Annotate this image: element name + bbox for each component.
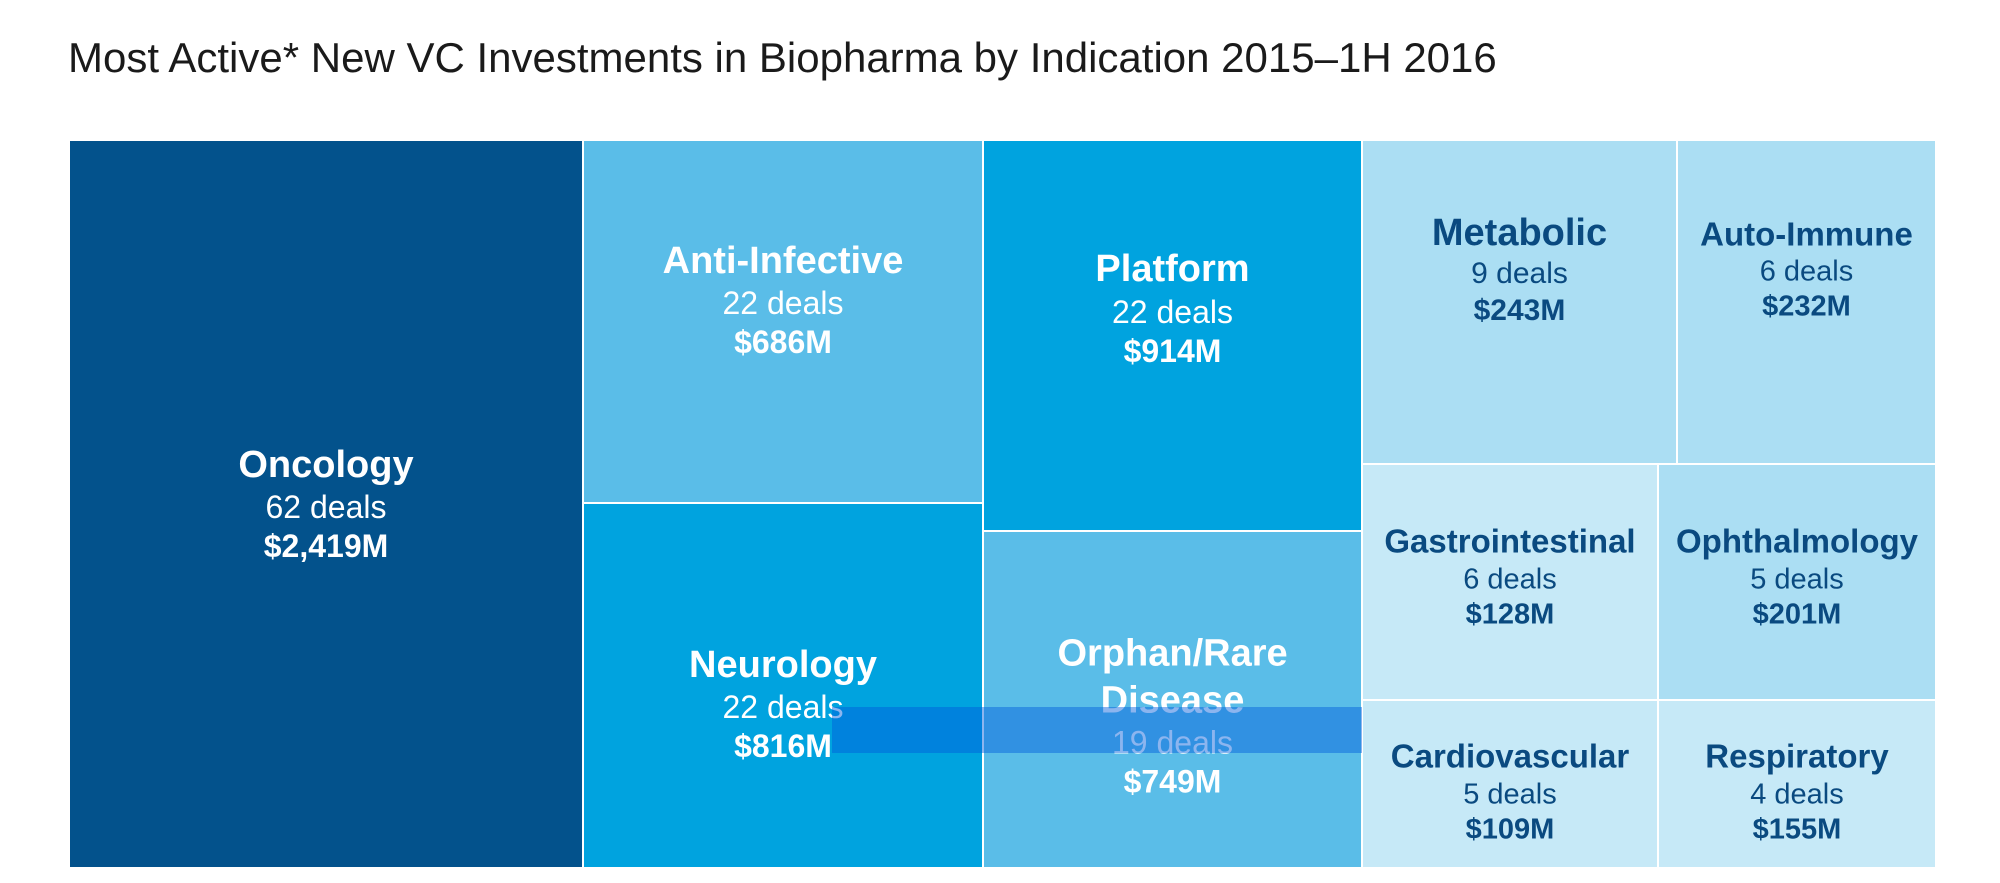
tile-label-group: Orphan/Rare Disease 19 deals $749M (984, 631, 1361, 802)
tile-amount-label: $2,419M (263, 528, 389, 565)
tile-platform: Platform 22 deals $914M (983, 140, 1362, 531)
tile-amount-label: $914M (1123, 332, 1222, 369)
tile-label-group: Platform 22 deals $914M (984, 246, 1361, 370)
tile-amount-label: $109M (1465, 813, 1555, 846)
tile-deals-label: 22 deals (722, 284, 844, 321)
tile-deals-label: 22 deals (722, 688, 844, 725)
tile-deals-label: 62 deals (265, 489, 387, 526)
tile-name-label: Ophthalmology (1676, 522, 1918, 560)
tile-name-label: Orphan/Rare Disease (1057, 632, 1288, 722)
tile-name-label: Anti-Infective (662, 239, 904, 282)
tile-orphan-rare-disease: Orphan/Rare Disease 19 deals $749M (983, 531, 1362, 868)
tile-gastrointestinal: Gastrointestinal 6 deals $128M (1362, 464, 1658, 700)
tile-name-label: Metabolic (1431, 212, 1608, 255)
tile-ophthalmology: Ophthalmology 5 deals $201M (1658, 464, 1936, 700)
tile-name-label: Neurology (689, 643, 877, 686)
tile-name-label: Respiratory (1705, 737, 1889, 775)
tile-oncology: Oncology 62 deals $2,419M (69, 140, 583, 868)
tile-amount-label: $686M (734, 324, 832, 361)
tile-deals-label: 19 deals (1112, 724, 1233, 761)
tile-amount-label: $243M (1473, 293, 1566, 327)
tile-deals-label: 6 deals (1759, 255, 1854, 288)
tile-label-group: Auto-Immune 6 deals $232M (1678, 214, 1935, 325)
tile-name-label: Oncology (238, 443, 414, 486)
tile-amount-label: $128M (1465, 598, 1555, 631)
tile-label-group: Neurology 22 deals $816M (584, 641, 982, 765)
tile-cardiovascular: Cardiovascular 5 deals $109M (1362, 700, 1658, 868)
tile-amount-label: $155M (1752, 813, 1842, 846)
tile-label-group: Respiratory 4 deals $155M (1659, 737, 1935, 848)
tile-deals-label: 9 deals (1471, 257, 1568, 291)
tile-label-group: Metabolic 9 deals $243M (1363, 210, 1676, 330)
tile-neurology: Neurology 22 deals $816M (583, 503, 983, 868)
tile-deals-label: 5 deals (1750, 563, 1844, 596)
tile-label-group: Oncology 62 deals $2,419M (70, 442, 582, 566)
tile-name-label: Auto-Immune (1700, 215, 1913, 253)
tile-deals-label: 22 deals (1112, 293, 1233, 330)
tile-anti-infective: Anti-Infective 22 deals $686M (583, 140, 983, 503)
tile-label-group: Anti-Infective 22 deals $686M (584, 238, 982, 362)
tile-amount-label: $816M (734, 727, 832, 764)
tile-deals-label: 4 deals (1750, 778, 1844, 811)
tile-amount-label: $201M (1752, 598, 1842, 631)
tile-deals-label: 6 deals (1463, 563, 1557, 596)
tile-label-group: Gastrointestinal 6 deals $128M (1363, 522, 1657, 633)
tile-amount-label: $232M (1762, 290, 1851, 323)
tile-respiratory: Respiratory 4 deals $155M (1658, 700, 1936, 868)
tile-label-group: Ophthalmology 5 deals $201M (1659, 522, 1935, 633)
chart-title: Most Active* New VC Investments in Bioph… (68, 34, 1497, 81)
tile-amount-label: $749M (1123, 763, 1222, 800)
tile-name-label: Cardiovascular (1390, 737, 1630, 775)
tile-name-label: Platform (1095, 248, 1250, 291)
tile-name-label: Gastrointestinal (1384, 522, 1636, 560)
tile-auto-immune: Auto-Immune 6 deals $232M (1677, 140, 1936, 464)
tile-deals-label: 5 deals (1463, 778, 1557, 811)
tile-label-group: Cardiovascular 5 deals $109M (1363, 737, 1657, 848)
tile-metabolic: Metabolic 9 deals $243M (1362, 140, 1677, 464)
